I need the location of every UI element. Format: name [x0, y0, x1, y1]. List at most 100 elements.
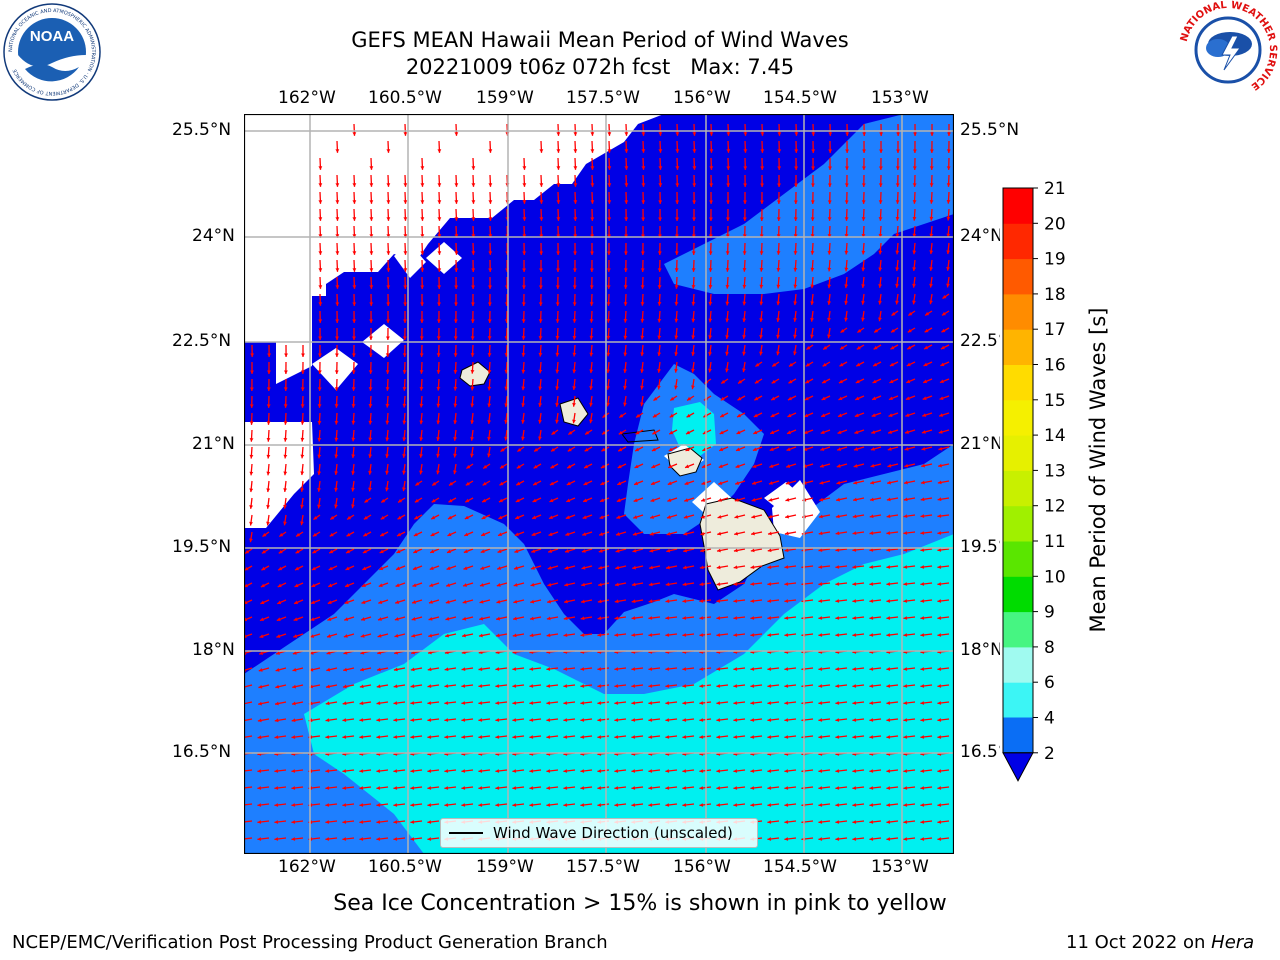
wave-direction-arrowhead	[380, 515, 385, 520]
wave-direction-arrowhead	[861, 217, 866, 221]
wave-direction-arrowhead	[326, 650, 331, 655]
wave-direction-arrowhead	[631, 735, 636, 739]
wave-direction-arrowhead	[403, 217, 408, 221]
wave-direction-arrowhead	[640, 402, 644, 407]
wave-direction-arrowhead	[692, 166, 697, 170]
wave-direction-arrowhead	[376, 735, 381, 739]
wave-direction-arrowhead	[607, 200, 612, 204]
wave-direction-arrowhead	[699, 803, 704, 807]
wave-direction-arrowhead	[716, 684, 721, 688]
wave-direction-arrowhead	[249, 471, 254, 476]
wave-direction-arrowhead	[759, 234, 764, 238]
wave-direction-arrowhead	[580, 667, 585, 671]
wave-direction-arrowhead	[895, 200, 900, 204]
wave-direction-arrowhead	[684, 481, 689, 485]
wave-direction-arrowhead	[767, 548, 772, 553]
wave-direction-arrowhead	[607, 217, 612, 221]
wave-direction-arrowhead	[641, 166, 646, 170]
wave-direction-arrowhead	[771, 379, 776, 384]
wave-direction-arrowhead	[376, 820, 381, 824]
wave-direction-arrowhead	[854, 413, 859, 418]
wave-direction-arrowhead	[632, 532, 637, 536]
wave-direction-arrowhead	[444, 786, 449, 790]
wave-direction-arrowhead	[402, 454, 407, 458]
wave-direction-arrowhead	[430, 549, 435, 554]
wave-direction-arrowhead	[599, 515, 604, 519]
wave-direction-arrowhead	[886, 531, 891, 535]
wave-direction-arrowhead	[784, 769, 789, 773]
wave-direction-arrowhead	[607, 183, 612, 187]
wave-direction-arrowhead	[514, 566, 518, 570]
wave-direction-arrowhead	[590, 251, 594, 255]
wave-direction-arrowhead	[393, 769, 398, 773]
wave-direction-arrowhead	[838, 396, 843, 401]
wave-direction-arrowhead	[733, 701, 738, 705]
wave-direction-arrowhead	[818, 701, 823, 705]
wave-direction-arrowhead	[334, 454, 339, 459]
wave-direction-arrowhead	[403, 319, 407, 323]
wave-direction-arrowhead	[734, 498, 739, 502]
wave-direction-arrowhead	[623, 402, 627, 407]
wave-direction-arrowhead	[597, 786, 602, 790]
wave-direction-arrowhead	[878, 217, 883, 221]
wave-direction-arrowhead	[580, 735, 585, 739]
wave-direction-arrowhead	[937, 820, 942, 824]
wave-direction-arrowhead	[920, 786, 925, 790]
wave-direction-arrowhead	[480, 566, 485, 570]
wave-direction-arrowhead	[903, 701, 908, 705]
wave-direction-arrowhead	[597, 599, 602, 604]
wave-direction-arrowhead	[411, 633, 416, 638]
wave-direction-arrowhead	[295, 549, 300, 554]
wave-direction-arrowhead	[675, 149, 680, 153]
wave-direction-arrowhead	[777, 183, 781, 187]
wave-direction-arrowhead	[699, 735, 704, 739]
wave-direction-arrowhead	[648, 582, 653, 587]
wave-direction-arrowhead	[283, 504, 287, 509]
wave-direction-arrowhead	[905, 413, 910, 417]
wave-direction-arrowhead	[750, 701, 755, 705]
wave-direction-arrowhead	[385, 420, 390, 425]
wave-direction-arrowhead	[266, 454, 271, 459]
wave-direction-arrowhead	[538, 419, 542, 424]
wave-direction-arrowhead	[820, 430, 825, 435]
wave-direction-arrowhead	[670, 396, 675, 401]
wave-direction-arrowhead	[488, 268, 493, 272]
wave-direction-arrowhead	[420, 268, 425, 272]
colorbar-tick-label: 19	[1044, 250, 1066, 270]
wave-direction-arrowhead	[750, 718, 755, 722]
wave-direction-arrowhead	[939, 396, 944, 400]
wave-direction-arrowhead	[420, 183, 425, 187]
wave-direction-arrowhead	[572, 369, 577, 374]
wave-direction-arrowhead	[624, 234, 628, 238]
wave-direction-arrowhead	[378, 583, 383, 588]
wave-direction-arrowhead	[538, 302, 543, 306]
lon-label-top: 154.5°W	[763, 88, 837, 108]
wave-direction-arrowhead	[427, 820, 432, 824]
wave-direction-arrowhead	[437, 251, 442, 255]
wave-direction-arrowhead	[725, 234, 730, 238]
wave-direction-arrowhead	[767, 769, 772, 773]
wave-direction-arrowhead	[548, 532, 553, 536]
wave-direction-arrowhead	[784, 718, 789, 722]
wave-direction-arrowhead	[546, 803, 551, 807]
wave-direction-arrowhead	[691, 352, 696, 356]
wave-direction-arrowhead	[886, 684, 891, 688]
wave-direction-arrowhead	[784, 548, 789, 553]
wave-direction-arrowhead	[318, 166, 323, 170]
wave-direction-arrowhead	[393, 684, 398, 689]
wave-direction-arrowhead	[517, 447, 522, 452]
wave-direction-arrowhead	[912, 300, 916, 305]
wave-direction-arrowhead	[946, 200, 951, 204]
wave-direction-arrowhead	[445, 600, 450, 604]
wave-direction-arrowhead	[369, 302, 374, 306]
wave-direction-arrowhead	[463, 566, 468, 570]
wave-direction-arrowhead	[733, 616, 738, 620]
wave-direction-arrowhead	[487, 369, 492, 374]
wave-direction-arrowhead	[623, 268, 628, 272]
wave-direction-arrowhead	[692, 132, 697, 136]
wave-direction-arrowhead	[555, 352, 560, 357]
wave-direction-arrowhead	[436, 470, 440, 475]
wave-direction-arrowhead	[818, 514, 823, 519]
wave-direction-arrowhead	[657, 369, 661, 373]
wave-direction-arrowhead	[878, 183, 883, 187]
